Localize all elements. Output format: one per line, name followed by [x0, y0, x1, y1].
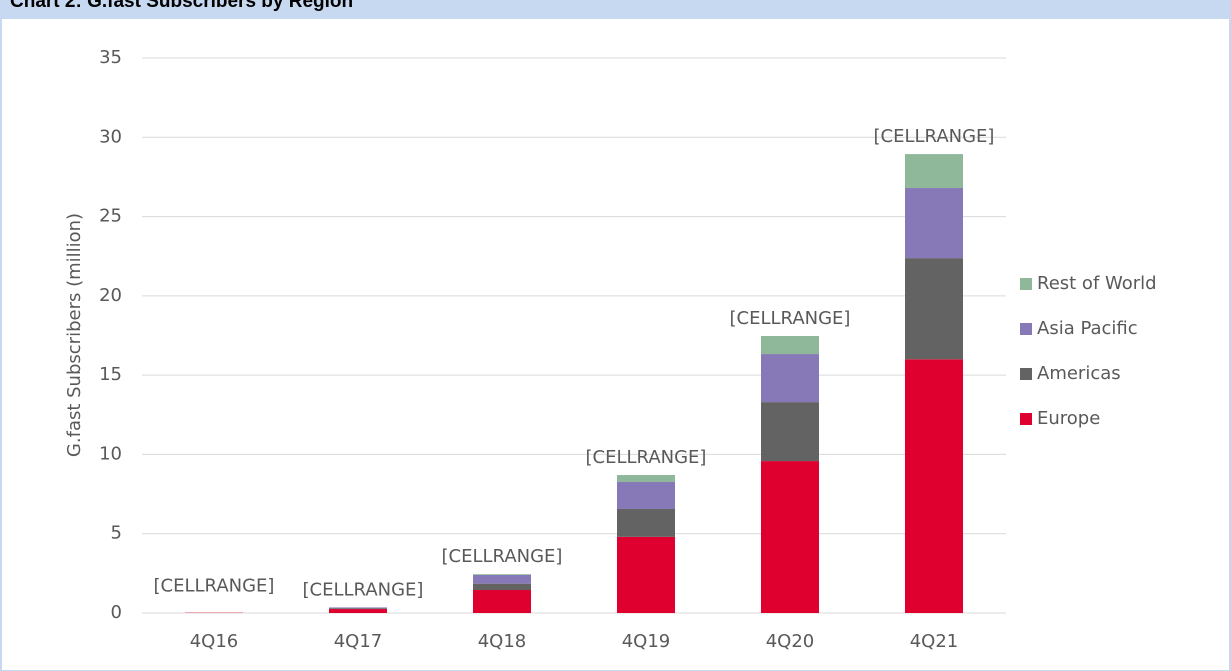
data-label: [CELLRANGE]: [730, 308, 851, 329]
legend-swatch: [1020, 323, 1032, 335]
x-tick-label: 4Q18: [478, 631, 527, 652]
legend-swatch: [1020, 413, 1032, 425]
x-tick-label: 4Q20: [766, 631, 815, 652]
legend-label: Asia Pacific: [1037, 318, 1138, 339]
bar-segment: [617, 475, 675, 483]
bar-segment: [905, 359, 963, 613]
data-label: [CELLRANGE]: [154, 576, 275, 597]
y-tick-label: 30: [99, 126, 122, 147]
bar-segment: [473, 574, 531, 575]
bar-segment: [473, 590, 531, 613]
legend-label: Europe: [1037, 408, 1100, 429]
legend-swatch: [1020, 278, 1032, 290]
bar-segment: [617, 536, 675, 613]
legend-swatch: [1020, 368, 1032, 380]
data-label: [CELLRANGE]: [586, 447, 707, 468]
x-tick-label: 4Q19: [622, 631, 671, 652]
legend-label: Rest of World: [1037, 273, 1157, 294]
bar-segment: [905, 258, 963, 360]
bar-segment: [761, 402, 819, 462]
data-label: [CELLRANGE]: [303, 579, 424, 600]
bar-segment: [329, 607, 387, 609]
legend-label: Americas: [1037, 363, 1121, 384]
bar-segment: [329, 609, 387, 613]
bar-segment: [905, 154, 963, 189]
bar-segment: [905, 188, 963, 259]
y-tick-label: 35: [99, 47, 122, 68]
x-tick-label: 4Q16: [190, 631, 239, 652]
data-label: [CELLRANGE]: [442, 546, 563, 567]
y-tick-label: 10: [99, 443, 122, 464]
bar-segment: [617, 508, 675, 537]
chart-title: Chart 2: G.fast Subscribers by Region: [10, 0, 353, 12]
bar-segment: [473, 583, 531, 591]
bar-segment: [329, 608, 387, 610]
bar-segment: [761, 461, 819, 613]
bar-segment: [473, 574, 531, 584]
y-tick-label: 20: [99, 285, 122, 306]
title-bar: [0, 0, 1231, 19]
x-tick-label: 4Q17: [334, 631, 383, 652]
x-tick-label: 4Q21: [910, 631, 959, 652]
y-axis-label: G.fast Subscribers (million): [64, 213, 85, 457]
bar-segment: [761, 354, 819, 403]
y-tick-label: 0: [111, 602, 122, 623]
y-tick-label: 5: [111, 523, 122, 544]
y-tick-label: 25: [99, 206, 122, 227]
bar-segment: [761, 335, 819, 355]
data-label: [CELLRANGE]: [874, 126, 995, 147]
bar-segment: [617, 482, 675, 509]
y-tick-label: 15: [99, 364, 122, 385]
